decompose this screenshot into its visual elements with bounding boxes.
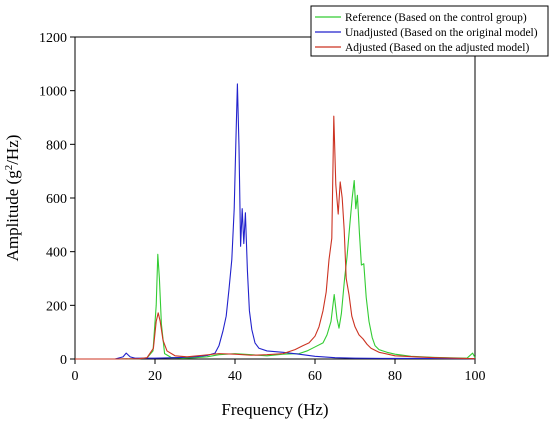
y-tick-label: 600	[46, 192, 67, 207]
x-axis-title: Frequency (Hz)	[221, 400, 328, 419]
legend-box	[310, 5, 549, 57]
legend-label-3: Adjusted (Based on the adjusted model)	[345, 42, 529, 54]
y-tick-label: 400	[46, 246, 67, 261]
x-tick-label: 20	[148, 369, 162, 384]
y-axis-title-unit: /Hz)	[3, 135, 22, 165]
y-tick-label: 200	[46, 299, 67, 314]
y-axis-title-main: Amplitude (g	[3, 170, 22, 262]
x-tick-label: 40	[228, 369, 242, 384]
x-axis: 0 20 40 60 80 100	[72, 359, 486, 384]
series-layer	[75, 83, 476, 360]
legend-label-1: Reference (Based on the control group)	[345, 12, 527, 24]
legend-label-2: Unadjusted (Based on the original model)	[345, 27, 538, 39]
x-tick-label: 60	[308, 369, 322, 384]
y-tick-label: 1000	[39, 85, 67, 100]
x-tick-label: 100	[465, 369, 486, 384]
plot-frame	[74, 36, 476, 360]
y-axis-title: Amplitude (g2/Hz)	[3, 135, 22, 262]
y-axis: 0 200 400 600 800 1000 1200	[39, 31, 75, 368]
x-tick-label: 0	[72, 369, 79, 384]
y-axis-title-superscript: 2	[3, 165, 15, 171]
series-line-1	[75, 180, 476, 360]
series-line-2	[75, 83, 476, 360]
y-tick-label: 1200	[39, 31, 67, 46]
y-tick-label: 0	[60, 353, 67, 368]
y-tick-label: 800	[46, 138, 67, 153]
legend: Reference (Based on the control group) Un…	[310, 5, 549, 57]
x-tick-label: 80	[388, 369, 402, 384]
series-line-3	[75, 115, 476, 360]
